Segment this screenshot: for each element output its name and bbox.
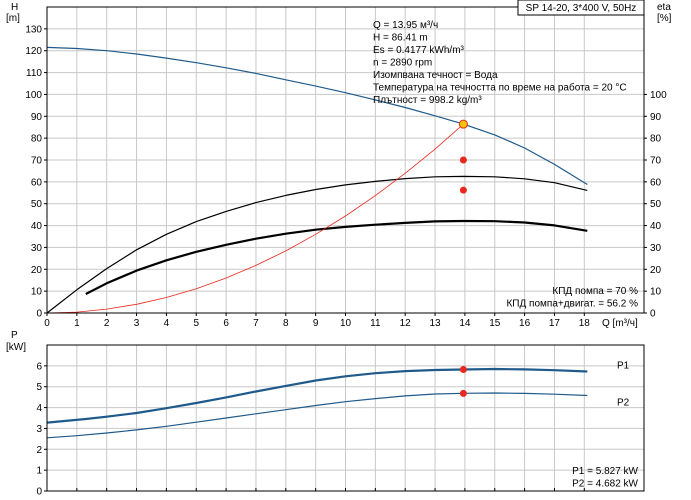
operating-point-annotation: Изомпвана течност = Вода xyxy=(373,70,498,81)
y-right-tick-label: 20 xyxy=(650,265,662,276)
y-right-tick-label: 60 xyxy=(650,177,662,188)
y-right-tick-label: 50 xyxy=(650,199,662,210)
power-y-label-unit: [kW] xyxy=(6,342,26,353)
x-tick-label: 9 xyxy=(313,318,319,329)
power-readout: P2 = 4.682 kW xyxy=(572,479,638,490)
power-operating-marker xyxy=(459,389,467,397)
power-y-tick-label: 2 xyxy=(36,445,42,456)
x-tick-label: 1 xyxy=(74,318,80,329)
y-left-tick-label: 60 xyxy=(31,177,43,188)
y-right-tick-label: 0 xyxy=(650,309,656,320)
power-y-tick-label: 4 xyxy=(36,403,42,414)
x-tick-label: 14 xyxy=(459,318,471,329)
x-tick-label: 2 xyxy=(104,318,110,329)
operating-point-marker xyxy=(458,119,468,129)
power-y-tick-label: 6 xyxy=(36,361,42,372)
operating-point-marker xyxy=(459,156,467,164)
efficiency-label: КПД помпа+двигат. = 56.2 % xyxy=(506,299,638,310)
y-right-tick-label: 40 xyxy=(650,221,662,232)
y-left-tick-label: 110 xyxy=(26,68,42,79)
operating-point-annotation: n = 2890 rpm xyxy=(373,58,432,69)
eta_total-curve xyxy=(85,219,588,295)
y-left-label-symbol: H xyxy=(11,2,18,13)
power-operating-marker xyxy=(459,365,467,373)
efficiency-label: КПД помпа = 70 % xyxy=(552,286,638,297)
power-y-tick-label: 0 xyxy=(36,487,42,498)
head-curve xyxy=(46,46,588,186)
head-efficiency-panel: 0102030405060708090100110120130010203040… xyxy=(6,0,672,329)
y-left-label-unit: [m] xyxy=(6,13,20,24)
title-box xyxy=(517,0,645,16)
operating-point-annotation: Температура на течността по време на раб… xyxy=(373,82,627,94)
series-label: P2 xyxy=(617,397,630,408)
y-left-tick-label: 20 xyxy=(31,265,43,276)
x-tick-label: 3 xyxy=(134,318,140,329)
x-tick-label: 11 xyxy=(370,318,381,329)
operating-point-annotation: H = 86.41 m xyxy=(373,33,428,44)
x-tick-label: 4 xyxy=(164,318,170,329)
x-tick-label: 0 xyxy=(44,318,50,329)
power-y-tick-label: 3 xyxy=(36,424,42,435)
x-tick-label: 8 xyxy=(283,318,289,329)
y-right-label-symbol: eta xyxy=(657,2,671,13)
y-left-tick-label: 100 xyxy=(25,90,42,101)
operating-point-annotation: Плътност = 998.2 kg/m³ xyxy=(373,95,482,106)
chart-title: SP 14-20, 3*400 V, 50Hz xyxy=(526,3,637,14)
operating-point-annotation: Q = 13.95 м³/ч xyxy=(373,20,438,31)
x-tick-label: 18 xyxy=(579,318,591,329)
power-y-tick-label: 1 xyxy=(36,466,42,477)
y-left-tick-label: 70 xyxy=(31,156,43,167)
x-tick-label: 5 xyxy=(193,318,199,329)
x-tick-label: 7 xyxy=(253,318,259,329)
x-tick-label: 6 xyxy=(223,318,229,329)
y-right-label-unit: [%] xyxy=(657,13,672,24)
power-panel: P1 P2 0 1 2 3 4 5 6 P[kW] P1 = 5.827 kW P2 = 4.682 … xyxy=(6,330,645,498)
p2-power-curve xyxy=(46,392,588,439)
x-tick-label: 15 xyxy=(489,318,501,329)
y-left-tick-label: 50 xyxy=(31,199,43,210)
y-left-tick-label: 40 xyxy=(31,221,43,232)
operating-point-annotation: Es = 0.4177 kWh/m³ xyxy=(373,45,465,56)
x-tick-label: 10 xyxy=(340,318,352,329)
y-left-tick-label: 130 xyxy=(25,24,42,35)
y-left-tick-label: 80 xyxy=(31,134,43,145)
power-y-label-symbol: P xyxy=(11,330,18,341)
series-label: P1 xyxy=(617,360,630,371)
y-right-tick-label: 90 xyxy=(650,112,662,123)
y-left-tick-label: 90 xyxy=(31,112,43,123)
power-readout: P1 = 5.827 kW xyxy=(572,466,638,477)
y-left-tick-label: 0 xyxy=(36,309,42,320)
system_curve-curve xyxy=(46,123,464,314)
operating-point-marker xyxy=(459,186,467,194)
y-left-tick-label: 120 xyxy=(25,46,42,57)
y-right-tick-label: 30 xyxy=(650,243,662,254)
power-y-tick-label: 5 xyxy=(36,382,42,393)
x-tick-label: 12 xyxy=(400,318,412,329)
y-right-tick-label: 10 xyxy=(650,287,662,298)
p1-power-curve xyxy=(46,367,588,424)
y-right-tick-label: 100 xyxy=(650,90,667,101)
y-right-tick-label: 70 xyxy=(650,156,662,167)
x-tick-label: 16 xyxy=(519,318,531,329)
y-right-tick-label: 80 xyxy=(650,134,662,145)
x-axis-label: Q [m³/ч] xyxy=(602,318,638,329)
x-tick-label: 13 xyxy=(429,318,441,329)
y-left-tick-label: 10 xyxy=(31,287,43,298)
eta_pump-curve xyxy=(46,175,588,314)
y-left-tick-label: 30 xyxy=(31,243,43,254)
x-tick-label: 17 xyxy=(549,318,561,329)
